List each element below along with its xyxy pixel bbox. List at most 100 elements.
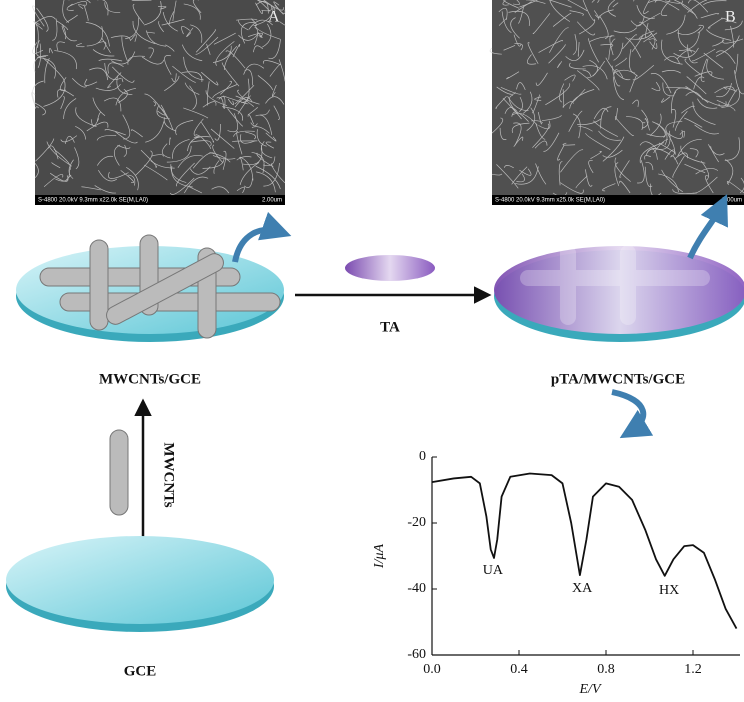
fiber <box>263 60 281 65</box>
fiber <box>693 76 705 90</box>
fiber <box>576 21 596 36</box>
fiber <box>183 107 209 119</box>
x-axis-label: E/V <box>579 682 602 697</box>
fiber <box>671 109 677 128</box>
fiber <box>568 62 586 70</box>
fiber <box>518 96 523 112</box>
fiber <box>613 27 638 34</box>
fiber <box>577 42 580 57</box>
fiber <box>611 65 621 87</box>
fiber <box>250 122 258 127</box>
fiber <box>33 20 43 30</box>
fiber <box>257 0 276 15</box>
fiber <box>593 107 609 120</box>
fiber <box>619 180 631 194</box>
nanotube <box>89 239 109 331</box>
fiber <box>645 162 654 171</box>
fiber <box>221 62 240 87</box>
fiber <box>538 40 564 53</box>
fiber <box>107 72 122 89</box>
fiber <box>651 81 661 92</box>
fiber <box>256 129 267 147</box>
fiber <box>141 56 165 65</box>
fiber <box>622 34 637 50</box>
fiber <box>265 132 277 142</box>
y-tick-label: -40 <box>407 581 426 596</box>
label: GCE <box>124 663 157 679</box>
fiber <box>680 145 706 164</box>
fiber <box>157 104 166 116</box>
fiber <box>210 128 235 149</box>
fiber <box>140 149 158 168</box>
fiber <box>694 71 713 77</box>
fiber <box>661 39 683 65</box>
fiber <box>49 172 69 182</box>
y-tick-label: -60 <box>407 647 426 662</box>
sem-info: S-4800 20.0kV 9.3mm x25.0k SE(M,LA0) <box>495 198 605 204</box>
panel-label: B <box>725 9 736 26</box>
fiber <box>175 119 194 136</box>
fiber <box>652 121 668 146</box>
fiber <box>127 55 145 65</box>
fiber <box>200 71 219 86</box>
fiber <box>243 63 265 75</box>
fiber <box>76 42 85 48</box>
fiber <box>734 53 739 74</box>
fiber <box>232 43 241 58</box>
fiber <box>715 50 736 64</box>
fiber <box>97 0 109 16</box>
fiber <box>687 0 708 13</box>
fiber <box>615 117 634 137</box>
fiber <box>255 165 281 190</box>
fiber <box>695 168 719 175</box>
fiber <box>144 164 168 181</box>
electrode-disk <box>494 246 744 334</box>
fiber <box>593 120 618 137</box>
fiber <box>255 114 273 136</box>
fiber <box>681 105 695 114</box>
fiber <box>169 177 195 195</box>
fiber <box>510 17 520 39</box>
x-tick-label: 0.0 <box>423 662 441 677</box>
sem-bg <box>492 0 744 205</box>
fiber <box>74 147 80 170</box>
sem-bg <box>35 0 285 205</box>
fiber <box>272 84 277 97</box>
fiber <box>514 166 539 185</box>
fiber <box>83 4 89 21</box>
fiber <box>101 37 111 53</box>
fiber <box>176 162 195 187</box>
fiber <box>643 0 650 14</box>
fiber <box>44 58 50 84</box>
fiber <box>244 69 254 86</box>
fiber <box>170 164 187 183</box>
annotation: XA <box>572 581 593 596</box>
fiber <box>234 97 253 108</box>
fiber <box>96 135 117 141</box>
fiber <box>237 19 249 31</box>
fiber <box>658 173 679 193</box>
fiber <box>526 54 537 65</box>
fiber <box>534 96 542 101</box>
fiber <box>236 131 243 155</box>
fiber <box>716 83 733 98</box>
fiber <box>184 82 200 95</box>
fiber <box>57 89 74 98</box>
fiber <box>66 174 72 181</box>
fiber <box>535 163 547 185</box>
curved-arrow <box>611 389 654 439</box>
fiber <box>636 160 645 184</box>
fiber <box>630 16 645 27</box>
fiber <box>559 83 565 103</box>
fiber <box>240 134 256 144</box>
fiber <box>52 18 58 41</box>
sem-bar <box>492 195 744 205</box>
fiber <box>489 47 502 55</box>
fiber <box>92 49 115 57</box>
fiber <box>211 186 230 194</box>
fiber <box>612 2 619 8</box>
y-tick-label: -20 <box>407 515 426 530</box>
fiber <box>183 176 209 194</box>
fiber <box>552 13 572 27</box>
